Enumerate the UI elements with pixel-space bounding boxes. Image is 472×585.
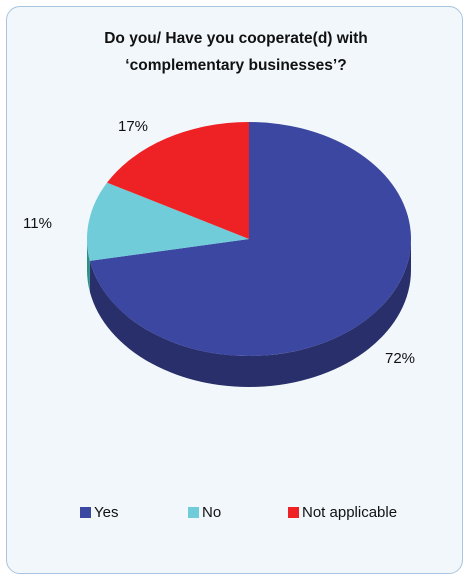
pie-slices <box>87 121 412 357</box>
pie-side-yes <box>89 239 412 387</box>
chart-legend: Yes No Not applicable <box>0 504 472 524</box>
pie-sides <box>87 239 412 387</box>
legend-item-yes: Yes <box>80 504 118 521</box>
pie-labels: 72% 11% 17% <box>23 118 415 367</box>
pie-slice-yes <box>89 121 412 357</box>
legend-label-not-applicable: Not applicable <box>302 504 398 521</box>
legend-item-no: No <box>188 504 221 521</box>
slice-label-yes: 72% <box>385 350 415 367</box>
chart-title-line-2: ‘complementary businesses’? <box>125 57 347 74</box>
slice-label-no: 11% <box>23 215 52 232</box>
legend-swatch-yes <box>80 507 91 518</box>
legend-swatch-no <box>188 507 199 518</box>
chart-title: Do you/ Have you cooperate(d) with ‘comp… <box>0 25 472 79</box>
legend-item-not-applicable: Not applicable <box>288 504 397 521</box>
slice-label-not-applicable: 17% <box>118 118 148 135</box>
legend-swatch-not-applicable <box>288 507 299 518</box>
chart-title-line-1: Do you/ Have you cooperate(d) with <box>104 30 368 47</box>
legend-label-yes: Yes <box>94 504 119 521</box>
pie-slice-not-applicable <box>107 122 249 239</box>
legend-label-no: No <box>202 504 222 521</box>
pie-side-no <box>87 239 90 292</box>
pie-slice-no <box>87 182 249 261</box>
